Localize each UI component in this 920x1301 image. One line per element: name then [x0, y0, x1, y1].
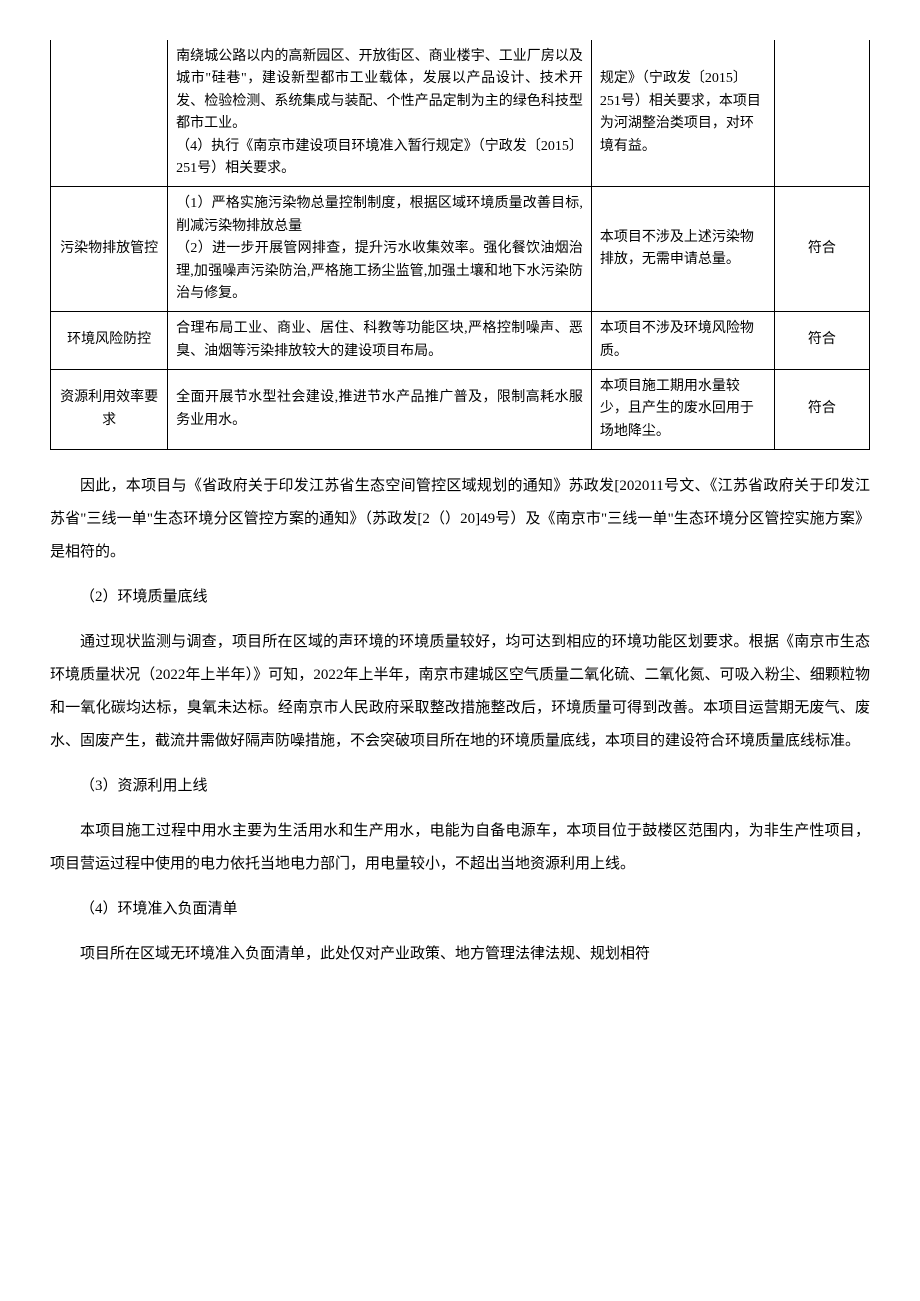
- table-row: 资源利用效率要求 全面开展节水型社会建设,推进节水产品推广普及，限制高耗水服务业…: [51, 370, 870, 450]
- cell-category: [51, 40, 168, 187]
- cell-assessment: 本项目施工期用水量较少，且产生的废水回用于场地降尘。: [591, 370, 774, 450]
- cell-category: 资源利用效率要求: [51, 370, 168, 450]
- compliance-table: 南绕城公路以内的高新园区、开放街区、商业楼宇、工业厂房以及城市"硅巷"，建设新型…: [50, 40, 870, 450]
- cell-category: 环境风险防控: [51, 312, 168, 370]
- cell-category: 污染物排放管控: [51, 187, 168, 312]
- cell-requirement: 全面开展节水型社会建设,推进节水产品推广普及，限制高耗水服务业用水。: [168, 370, 592, 450]
- cell-result: 符合: [774, 312, 869, 370]
- paragraph-conclusion: 因此，本项目与《省政府关于印发江苏省生态空间管控区域规划的通知》苏政发[2020…: [50, 470, 870, 569]
- cell-assessment: 规定》（宁政发〔2015〕251号）相关要求，本项目为河湖整治类项目，对环境有益…: [591, 40, 774, 187]
- section-heading-2: （2）环境质量底线: [50, 581, 870, 614]
- cell-requirement: 合理布局工业、商业、居住、科教等功能区块,严格控制噪声、恶臭、油烟等污染排放较大…: [168, 312, 592, 370]
- table-row: 污染物排放管控 （1）严格实施污染物总量控制制度，根据区域环境质量改善目标,削减…: [51, 187, 870, 312]
- cell-assessment: 本项目不涉及上述污染物排放，无需申请总量。: [591, 187, 774, 312]
- cell-requirement: 南绕城公路以内的高新园区、开放街区、商业楼宇、工业厂房以及城市"硅巷"，建设新型…: [168, 40, 592, 187]
- cell-result: [774, 40, 869, 187]
- cell-requirement: （1）严格实施污染物总量控制制度，根据区域环境质量改善目标,削减污染物排放总量（…: [168, 187, 592, 312]
- table-row: 环境风险防控 合理布局工业、商业、居住、科教等功能区块,严格控制噪声、恶臭、油烟…: [51, 312, 870, 370]
- cell-assessment: 本项目不涉及环境风险物质。: [591, 312, 774, 370]
- cell-result: 符合: [774, 187, 869, 312]
- table-row: 南绕城公路以内的高新园区、开放街区、商业楼宇、工业厂房以及城市"硅巷"，建设新型…: [51, 40, 870, 187]
- paragraph-env-quality: 通过现状监测与调查，项目所在区域的声环境的环境质量较好，均可达到相应的环境功能区…: [50, 626, 870, 758]
- section-heading-3: （3）资源利用上线: [50, 770, 870, 803]
- section-heading-4: （4）环境准入负面清单: [50, 893, 870, 926]
- paragraph-negative-list: 项目所在区域无环境准入负面清单，此处仅对产业政策、地方管理法律法规、规划相符: [50, 938, 870, 971]
- paragraph-resource: 本项目施工过程中用水主要为生活用水和生产用水，电能为自备电源车，本项目位于鼓楼区…: [50, 815, 870, 881]
- cell-result: 符合: [774, 370, 869, 450]
